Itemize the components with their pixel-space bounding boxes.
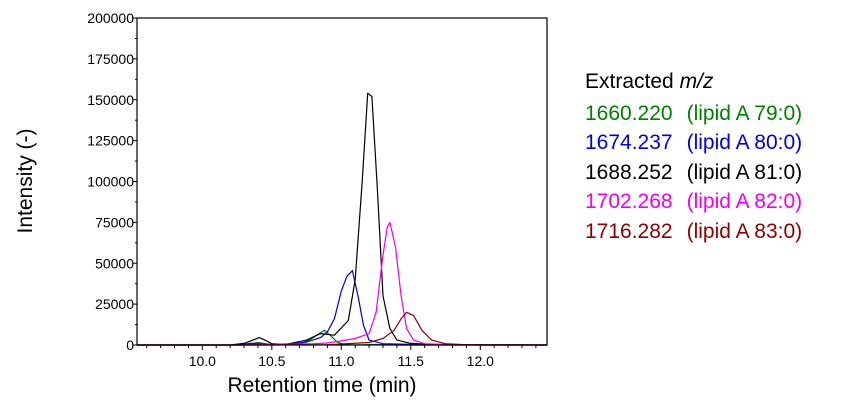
y-tick-label: 200000	[87, 10, 134, 26]
series-line-1660.220	[137, 329, 547, 346]
x-tick-label: 10.5	[258, 353, 285, 369]
legend-entry: 1702.268 (lipid A 82:0)	[585, 187, 802, 217]
x-tick-label: 11.5	[398, 353, 424, 369]
legend-entry: 1674.237 (lipid A 80:0)	[585, 128, 802, 158]
y-tick-label: 175000	[87, 51, 134, 67]
legend: Extracted m/z 1660.220 (lipid A 79:0) 167…	[585, 67, 802, 246]
legend-series-label: (lipid A 81:0)	[686, 160, 803, 184]
y-tick-label: 75000	[95, 214, 134, 230]
legend-series-label: (lipid A 79:0)	[686, 101, 803, 125]
y-tick-label: 125000	[87, 133, 134, 149]
series-line-1716.282	[137, 311, 548, 346]
legend-entry: 1716.282 (lipid A 83:0)	[585, 217, 802, 247]
legend-title: Extracted m/z	[585, 67, 802, 97]
x-axis-title: Retention time (min)	[227, 374, 416, 397]
plot-frame	[136, 17, 548, 346]
y-tick-label: 50000	[95, 255, 134, 271]
legend-series-label: (lipid A 80:0)	[686, 131, 803, 154]
legend-series-name: 1660.220	[585, 101, 673, 125]
legend-series-label: (lipid A 82:0)	[686, 190, 803, 213]
legend-series-name: 1688.252	[585, 160, 673, 184]
legend-series-label: (lipid A 83:0)	[686, 219, 803, 243]
legend-entry: 1660.220 (lipid A 79:0)	[585, 99, 802, 129]
series-line-1674.237	[137, 270, 548, 346]
legend-title-text: Extracted	[585, 70, 674, 93]
y-axis-title: Intensity (-)	[14, 128, 37, 233]
legend-title-unit: m/z	[679, 70, 714, 93]
y-axis-ticks: 0 25000 50000 75000 100000 125000 150000 175000…	[87, 10, 137, 353]
y-tick-label: 100000	[87, 174, 134, 190]
series-line-1688.252	[137, 92, 547, 346]
legend-entry: 1688.252 (lipid A 81:0)	[585, 158, 802, 188]
y-tick-label: 25000	[95, 296, 134, 312]
x-tick-label: 11.0	[328, 353, 354, 369]
x-tick-label: 12.0	[467, 353, 494, 369]
x-axis-ticks: 10.0 10.5 11.0 11.5 12.0	[146, 345, 537, 369]
legend-items: 1660.220 (lipid A 79:0) 1674.237 (lipid A …	[585, 99, 802, 247]
legend-series-name: 1702.268	[585, 190, 673, 213]
legend-series-name: 1674.237	[585, 131, 673, 154]
series-lines	[137, 92, 548, 346]
y-tick-label: 0	[126, 337, 134, 353]
x-tick-label: 10.0	[189, 353, 216, 369]
y-tick-label: 150000	[87, 92, 134, 108]
legend-series-name: 1716.282	[585, 219, 673, 243]
